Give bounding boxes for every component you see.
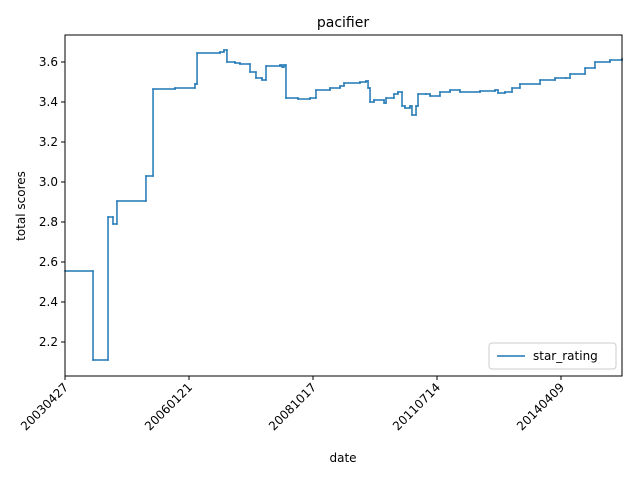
y-tick-label: 3.2 <box>39 135 58 149</box>
y-tick-label: 3.6 <box>39 55 58 69</box>
y-tick-label: 2.4 <box>39 295 58 309</box>
y-tick-label: 3.4 <box>39 95 58 109</box>
y-tick-label: 3.0 <box>39 175 58 189</box>
plot-frame <box>64 34 623 377</box>
chart-title: pacifier <box>317 15 369 31</box>
y-tick-label: 2.2 <box>39 335 58 349</box>
x-axis-label: date <box>329 451 356 465</box>
legend-label: star_rating <box>533 349 598 363</box>
y-tick-label: 2.8 <box>39 215 58 229</box>
y-axis-label: total scores <box>14 171 28 241</box>
y-tick-label: 2.6 <box>39 255 58 269</box>
legend-box <box>488 342 617 370</box>
